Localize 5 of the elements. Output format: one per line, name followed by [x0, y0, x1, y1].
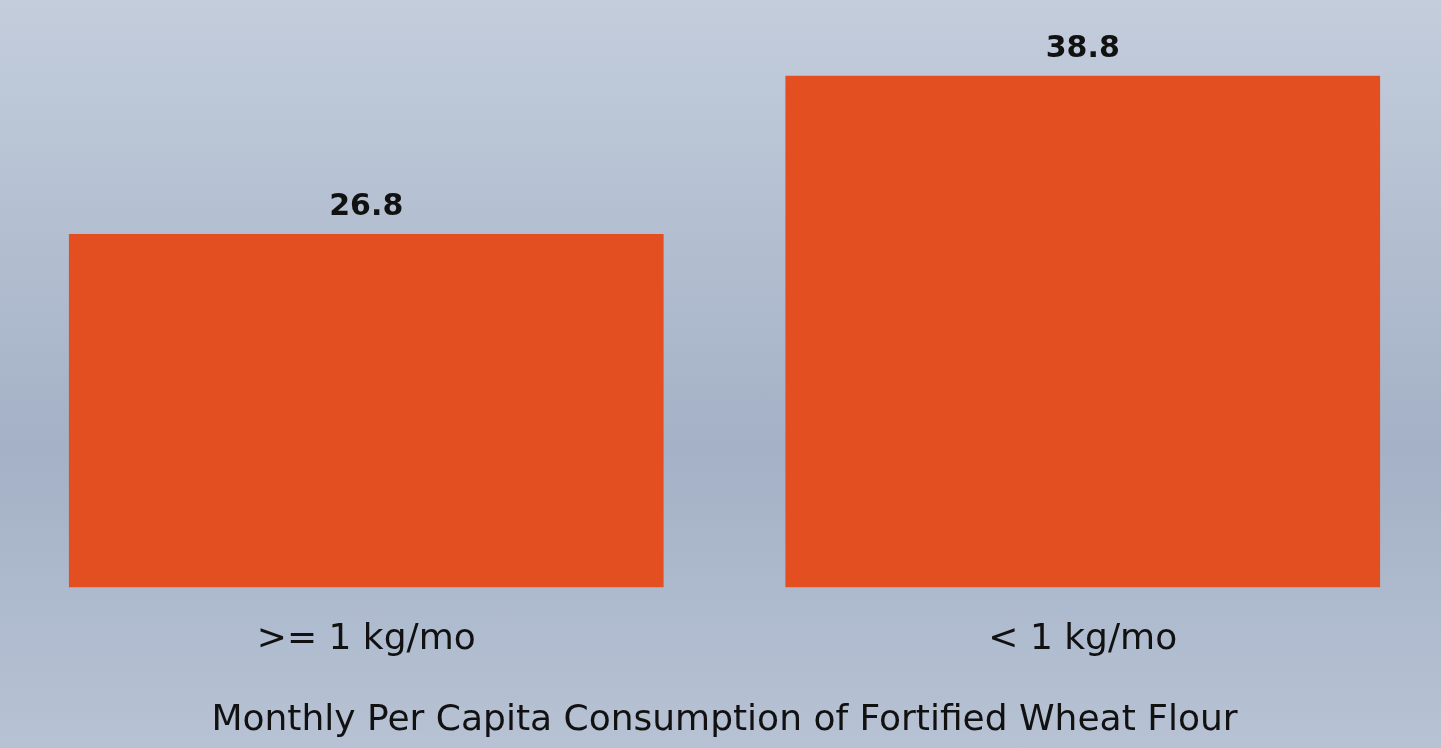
data-label: 38.8 [1045, 28, 1120, 64]
x-tick-label: >= 1 kg/mo [256, 615, 476, 657]
x-axis-title: Monthly Per Capita Consumption of Fortified Wheat Flour [211, 696, 1238, 738]
data-label: 26.8 [329, 186, 404, 222]
x-tick-label: < 1 kg/mo [988, 615, 1178, 657]
